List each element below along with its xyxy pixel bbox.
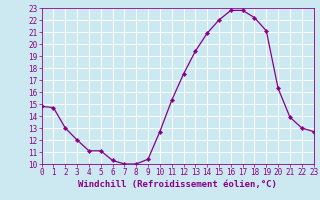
X-axis label: Windchill (Refroidissement éolien,°C): Windchill (Refroidissement éolien,°C) [78,180,277,189]
